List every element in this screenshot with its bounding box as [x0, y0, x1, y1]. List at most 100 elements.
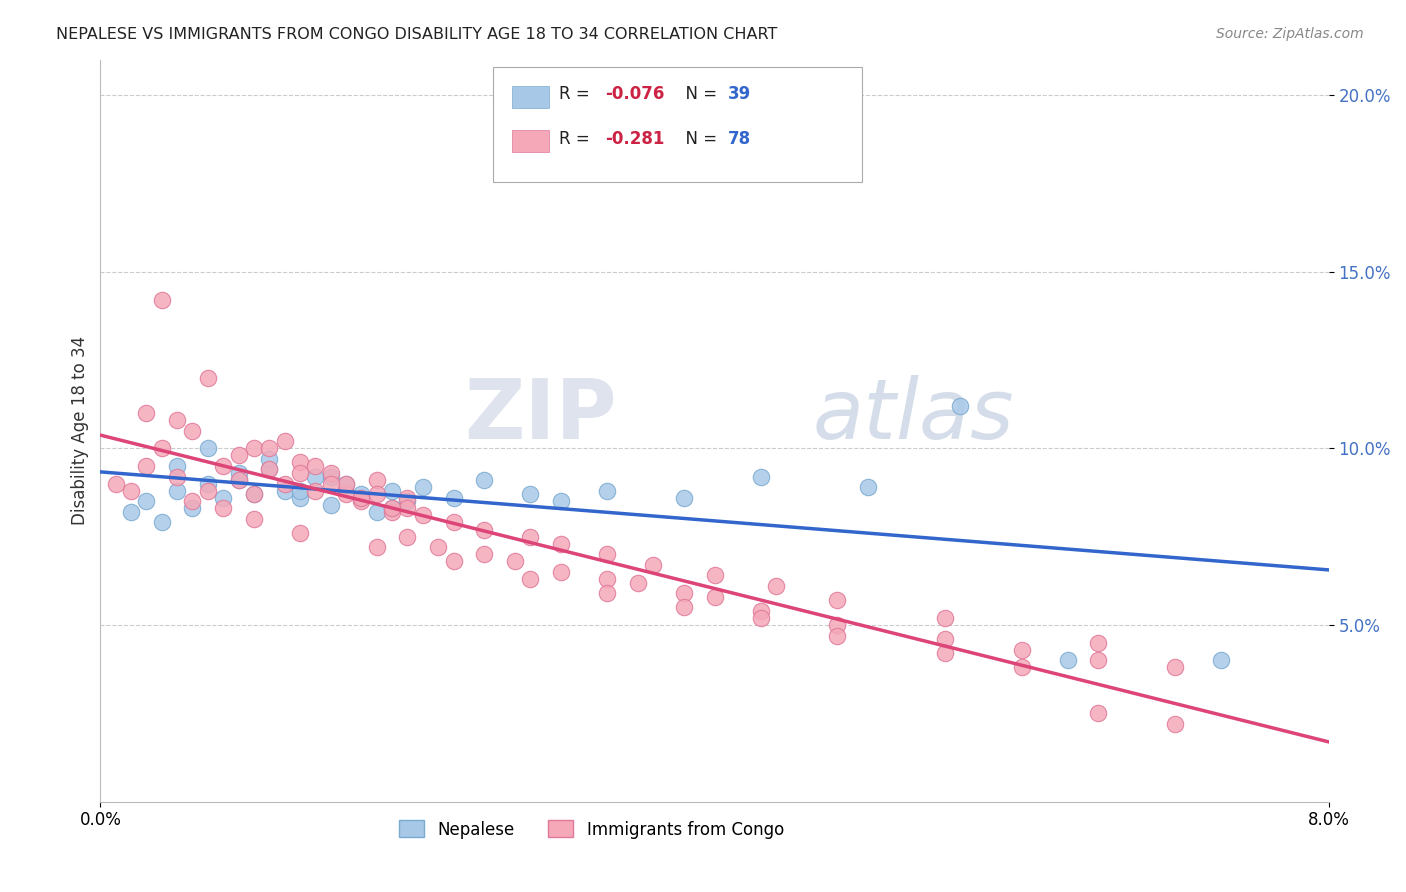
- Point: [550, 536, 572, 550]
- Point: [197, 483, 219, 498]
- Point: [120, 505, 142, 519]
- Point: [304, 483, 326, 498]
- Point: [627, 575, 650, 590]
- Point: [519, 487, 541, 501]
- Text: N =: N =: [675, 130, 723, 148]
- Point: [212, 458, 235, 473]
- Point: [643, 558, 665, 572]
- Point: [596, 483, 619, 498]
- Point: [243, 442, 266, 456]
- Point: [288, 455, 311, 469]
- Point: [503, 554, 526, 568]
- Legend: Nepalese, Immigrants from Congo: Nepalese, Immigrants from Congo: [392, 814, 790, 846]
- Point: [703, 590, 725, 604]
- Point: [443, 491, 465, 505]
- Point: [381, 501, 404, 516]
- Point: [366, 473, 388, 487]
- Point: [443, 516, 465, 530]
- Point: [166, 469, 188, 483]
- Point: [366, 505, 388, 519]
- Point: [472, 547, 495, 561]
- Point: [381, 501, 404, 516]
- Text: -0.281: -0.281: [605, 130, 665, 148]
- FancyBboxPatch shape: [494, 67, 862, 182]
- Point: [243, 512, 266, 526]
- Point: [1011, 642, 1033, 657]
- Text: R =: R =: [558, 86, 595, 103]
- Point: [259, 462, 281, 476]
- Point: [1164, 660, 1187, 674]
- Point: [120, 483, 142, 498]
- Point: [749, 469, 772, 483]
- Point: [319, 476, 342, 491]
- Point: [197, 370, 219, 384]
- Point: [596, 572, 619, 586]
- Point: [304, 458, 326, 473]
- Text: NEPALESE VS IMMIGRANTS FROM CONGO DISABILITY AGE 18 TO 34 CORRELATION CHART: NEPALESE VS IMMIGRANTS FROM CONGO DISABI…: [56, 27, 778, 42]
- Point: [1164, 716, 1187, 731]
- Point: [304, 469, 326, 483]
- Point: [319, 498, 342, 512]
- Point: [749, 604, 772, 618]
- Point: [856, 480, 879, 494]
- Point: [288, 526, 311, 541]
- Point: [197, 442, 219, 456]
- Point: [259, 462, 281, 476]
- Point: [288, 466, 311, 480]
- Point: [212, 501, 235, 516]
- Point: [150, 442, 173, 456]
- Point: [228, 473, 250, 487]
- Point: [288, 491, 311, 505]
- Point: [212, 491, 235, 505]
- Point: [381, 483, 404, 498]
- Point: [472, 523, 495, 537]
- Point: [259, 442, 281, 456]
- Point: [396, 494, 419, 508]
- Point: [934, 632, 956, 646]
- Point: [1056, 653, 1078, 667]
- Point: [243, 487, 266, 501]
- Point: [350, 494, 373, 508]
- Point: [949, 399, 972, 413]
- Point: [350, 487, 373, 501]
- Point: [596, 586, 619, 600]
- Point: [335, 476, 357, 491]
- Text: R =: R =: [558, 130, 595, 148]
- Point: [934, 611, 956, 625]
- Point: [135, 494, 157, 508]
- Point: [166, 458, 188, 473]
- Point: [273, 434, 295, 449]
- Point: [197, 476, 219, 491]
- Point: [273, 476, 295, 491]
- Text: 78: 78: [728, 130, 751, 148]
- Point: [703, 568, 725, 582]
- Point: [135, 406, 157, 420]
- Point: [672, 491, 695, 505]
- Point: [550, 494, 572, 508]
- Point: [427, 540, 450, 554]
- Point: [749, 611, 772, 625]
- Point: [243, 487, 266, 501]
- Point: [827, 593, 849, 607]
- Text: N =: N =: [675, 86, 723, 103]
- Point: [104, 476, 127, 491]
- Point: [396, 530, 419, 544]
- Point: [366, 487, 388, 501]
- Point: [366, 540, 388, 554]
- Point: [150, 293, 173, 307]
- Point: [396, 491, 419, 505]
- Point: [181, 501, 204, 516]
- FancyBboxPatch shape: [512, 86, 548, 108]
- Point: [288, 483, 311, 498]
- Point: [1011, 660, 1033, 674]
- Point: [1087, 706, 1109, 721]
- FancyBboxPatch shape: [512, 130, 548, 153]
- Point: [443, 554, 465, 568]
- Point: [827, 628, 849, 642]
- Point: [228, 466, 250, 480]
- Point: [596, 547, 619, 561]
- Point: [319, 469, 342, 483]
- Point: [472, 473, 495, 487]
- Point: [827, 618, 849, 632]
- Point: [181, 424, 204, 438]
